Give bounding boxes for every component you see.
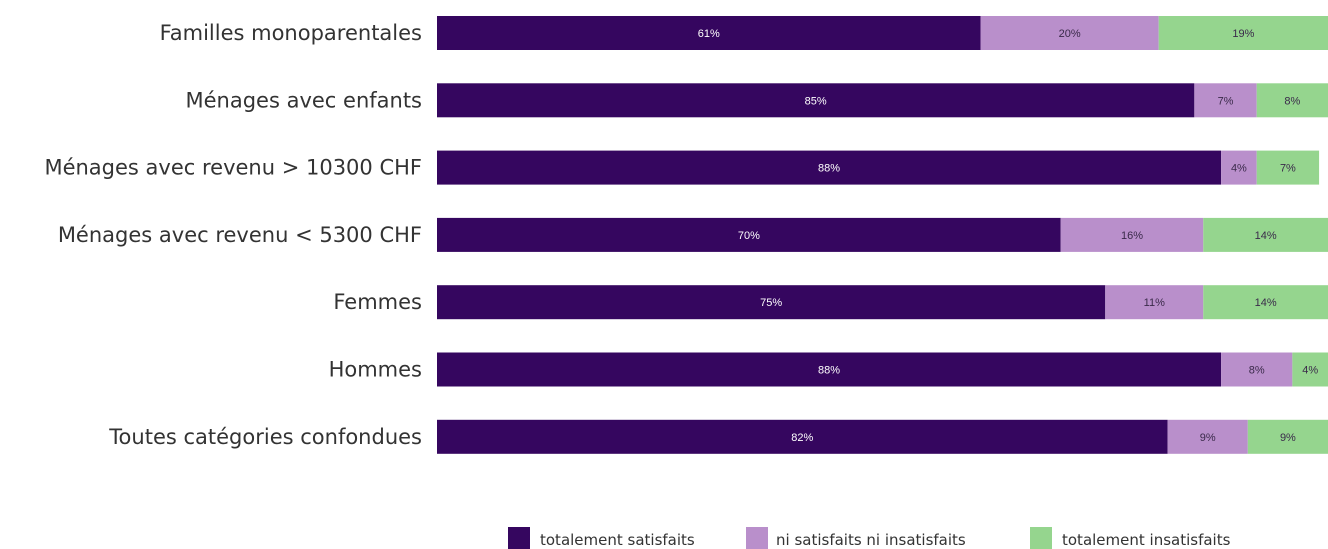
data-label: 19% [1232,28,1254,40]
category-labels: Familles monoparentales Ménages avec enfa… [44,21,422,449]
bar-segment [437,419,1168,454]
data-label: 4% [1231,163,1247,175]
bar-segment [1203,217,1328,252]
legend-label: totalement insatisfaits [1062,531,1231,549]
data-label: 88% [818,365,840,377]
bar-segment [437,150,1222,185]
category-label: Ménages avec enfants [186,88,423,112]
data-label: 14% [1255,297,1277,309]
category-label: Toutes catégories confondues [108,425,422,449]
legend-label: ni satisfaits ni insatisfaits [776,531,966,549]
data-label: 14% [1255,230,1277,242]
data-label: 16% [1121,230,1143,242]
legend-label: totalement satisfaits [540,531,695,549]
bar-segment [437,16,981,50]
data-label: 8% [1284,95,1300,107]
data-label: 7% [1280,163,1296,175]
data-label: 9% [1200,432,1216,444]
legend-swatch [508,527,530,549]
bars: 61% 20% 19% 85% 7% 8% 88% 4% 7% 70% 16% 14% 75% 11% 14… [437,16,1328,454]
bar-segment [1105,285,1204,320]
bar-segment [1167,419,1248,454]
data-label: 4% [1302,365,1318,377]
category-label: Familles monoparentales [160,21,422,45]
bar-segment [437,83,1195,118]
legend-swatch [746,527,768,549]
category-label: Ménages avec revenu < 5300 CHF [58,223,422,247]
bar-segment [1158,16,1328,50]
data-label: 82% [791,432,813,444]
bar-segment [980,16,1159,50]
data-label: 61% [698,28,720,40]
data-label: 8% [1249,365,1265,377]
bar-segment [1292,352,1328,387]
bar-segment [1256,150,1320,185]
category-label: Hommes [329,358,422,382]
legend: totalement satisfaits ni satisfaits ni in… [508,527,1231,549]
legend-swatch [1030,527,1052,549]
data-label: 7% [1218,95,1234,107]
data-label: 9% [1280,432,1296,444]
data-label: 75% [760,297,782,309]
category-label: Femmes [333,290,422,314]
bar-segment [437,352,1222,387]
bar-segment [1247,419,1328,454]
bar-segment [437,217,1061,252]
bar-segment [437,285,1106,320]
bar-segment [1060,217,1204,252]
data-label: 85% [805,95,827,107]
data-label: 88% [818,163,840,175]
bar-segment [1194,83,1257,118]
bar-segment [1221,352,1293,387]
category-label: Ménages avec revenu > 10300 CHF [44,156,422,180]
data-label: 70% [738,230,760,242]
data-label: 11% [1144,297,1165,309]
bar-segment [1203,285,1328,320]
bar-segment [1221,150,1257,185]
bar-segment [1256,83,1328,118]
data-label: 20% [1059,28,1081,40]
